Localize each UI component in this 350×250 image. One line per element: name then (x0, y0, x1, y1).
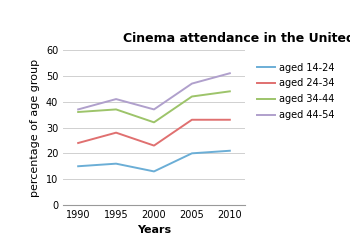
aged 24-34 (152, 144, 156, 147)
Title: Cinema attendance in the United Kingdom: Cinema attendance in the United Kingdom (123, 32, 350, 45)
aged 44-54 (114, 98, 118, 100)
aged 14-24 (152, 170, 156, 173)
aged 24-34 (76, 142, 80, 144)
Line: aged 14-24: aged 14-24 (78, 151, 230, 172)
Legend: aged 14-24, aged 24-34, aged 34-44, aged 44-54: aged 14-24, aged 24-34, aged 34-44, aged… (257, 62, 334, 120)
aged 34-44 (190, 95, 194, 98)
Y-axis label: percentage of age group: percentage of age group (30, 58, 40, 196)
aged 14-24 (228, 149, 232, 152)
aged 34-44 (76, 110, 80, 114)
aged 44-54 (228, 72, 232, 75)
aged 34-44 (114, 108, 118, 111)
aged 24-34 (228, 118, 232, 121)
X-axis label: Years: Years (137, 226, 171, 235)
aged 34-44 (228, 90, 232, 93)
aged 44-54 (190, 82, 194, 85)
Line: aged 44-54: aged 44-54 (78, 73, 230, 110)
Line: aged 24-34: aged 24-34 (78, 120, 230, 146)
aged 44-54 (152, 108, 156, 111)
aged 24-34 (190, 118, 194, 121)
aged 14-24 (76, 165, 80, 168)
Line: aged 34-44: aged 34-44 (78, 91, 230, 122)
aged 24-34 (114, 131, 118, 134)
aged 14-24 (114, 162, 118, 165)
aged 14-24 (190, 152, 194, 155)
aged 44-54 (76, 108, 80, 111)
aged 34-44 (152, 121, 156, 124)
